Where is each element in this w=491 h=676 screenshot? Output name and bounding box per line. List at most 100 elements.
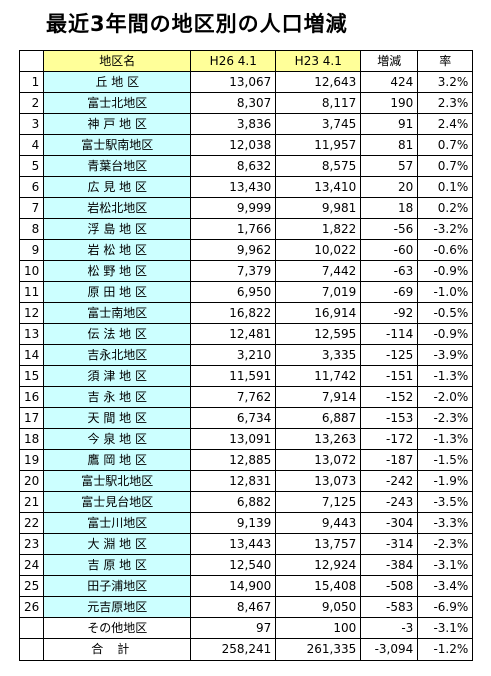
row-no: 1 [18, 71, 45, 93]
row-h26: 9,962 [190, 239, 277, 261]
table-row: 24 吉 原 地 区 12,540 12,924 -384 -3.1% [18, 554, 474, 576]
row-diff: -3 [360, 617, 419, 639]
table-row: 25 田子浦地区 14,900 15,408 -508 -3.4% [18, 575, 474, 597]
row-h23: 12,595 [275, 323, 362, 345]
row-rate: -2.3% [417, 407, 474, 429]
row-rate: -3.9% [417, 344, 474, 366]
row-h23: 9,981 [275, 197, 362, 219]
row-h23: 1,822 [275, 218, 362, 240]
row-no: 3 [18, 113, 45, 135]
row-h26: 9,999 [190, 197, 277, 219]
row-h26: 13,443 [190, 533, 277, 555]
row-diff: 81 [360, 134, 419, 156]
row-rate: 2.4% [417, 113, 474, 135]
row-rate: 0.1% [417, 176, 474, 198]
row-no: 23 [18, 533, 45, 555]
row-no: 2 [18, 92, 45, 114]
row-h26: 6,882 [190, 491, 277, 513]
row-rate: -3.2% [417, 218, 474, 240]
row-rate: 2.3% [417, 92, 474, 114]
row-h26: 16,822 [190, 302, 277, 324]
row-h26: 12,831 [190, 470, 277, 492]
header-h26: H26 4.1 [190, 50, 277, 72]
row-h26: 8,307 [190, 92, 277, 114]
row-no: 4 [18, 134, 45, 156]
row-h23: 3,335 [275, 344, 362, 366]
row-h26: 97 [190, 617, 277, 639]
row-no: 21 [18, 491, 45, 513]
row-district-name: 鷹 岡 地 区 [43, 449, 192, 471]
row-h23: 100 [275, 617, 362, 639]
row-diff: -151 [360, 365, 419, 387]
row-district-name: 天 間 地 区 [43, 407, 192, 429]
row-rate: -3.1% [417, 617, 474, 639]
table-row: 14 吉永北地区 3,210 3,335 -125 -3.9% [18, 344, 474, 366]
row-rate: -0.6% [417, 239, 474, 261]
total-row: 合計 258,241 261,335 -3,094 -1.2% [18, 638, 474, 661]
row-district-name: 吉 永 地 区 [43, 386, 192, 408]
row-diff: -63 [360, 260, 419, 282]
header-h23: H23 4.1 [275, 50, 362, 72]
row-rate: -1.0% [417, 281, 474, 303]
row-district-name: 原 田 地 区 [43, 281, 192, 303]
row-diff: 91 [360, 113, 419, 135]
row-no: 24 [18, 554, 45, 576]
table-row: 20 富士駅北地区 12,831 13,073 -242 -1.9% [18, 470, 474, 492]
header-rate: 率 [417, 50, 474, 72]
table-row: 21 富士見台地区 6,882 7,125 -243 -3.5% [18, 491, 474, 513]
table-row: 7 岩松北地区 9,999 9,981 18 0.2% [18, 197, 474, 219]
row-no [18, 617, 45, 639]
header-diff: 増減 [360, 50, 419, 72]
row-rate: -0.5% [417, 302, 474, 324]
row-district-name: 丘 地 区 [43, 71, 192, 93]
row-diff: -384 [360, 554, 419, 576]
table-row: 11 原 田 地 区 6,950 7,019 -69 -1.0% [18, 281, 474, 303]
table-row: 15 須 津 地 区 11,591 11,742 -151 -1.3% [18, 365, 474, 387]
row-diff: 18 [360, 197, 419, 219]
row-no: 25 [18, 575, 45, 597]
row-h23: 6,887 [275, 407, 362, 429]
row-diff: 424 [360, 71, 419, 93]
row-no: 26 [18, 596, 45, 618]
row-h26: 13,430 [190, 176, 277, 198]
row-rate: 3.2% [417, 71, 474, 93]
row-diff: -125 [360, 344, 419, 366]
row-no: 7 [18, 197, 45, 219]
table-row: 10 松 野 地 区 7,379 7,442 -63 -0.9% [18, 260, 474, 282]
table-row: 13 伝 法 地 区 12,481 12,595 -114 -0.9% [18, 323, 474, 345]
row-h26: 12,885 [190, 449, 277, 471]
row-rate: -1.9% [417, 470, 474, 492]
row-no: 8 [18, 218, 45, 240]
table-row: 12 富士南地区 16,822 16,914 -92 -0.5% [18, 302, 474, 324]
row-diff: -92 [360, 302, 419, 324]
row-h23: 13,757 [275, 533, 362, 555]
row-no: 20 [18, 470, 45, 492]
total-h23: 261,335 [275, 638, 362, 661]
total-no [18, 638, 45, 661]
row-h23: 8,575 [275, 155, 362, 177]
row-rate: -3.4% [417, 575, 474, 597]
row-h23: 16,914 [275, 302, 362, 324]
row-rate: -6.9% [417, 596, 474, 618]
row-diff: -242 [360, 470, 419, 492]
row-h23: 7,914 [275, 386, 362, 408]
row-no: 14 [18, 344, 45, 366]
table-row: 17 天 間 地 区 6,734 6,887 -153 -2.3% [18, 407, 474, 429]
table-row: その他地区 97 100 -3 -3.1% [18, 617, 474, 639]
row-diff: -69 [360, 281, 419, 303]
row-h23: 15,408 [275, 575, 362, 597]
row-no: 10 [18, 260, 45, 282]
row-h26: 8,632 [190, 155, 277, 177]
row-h26: 12,038 [190, 134, 277, 156]
row-h26: 6,950 [190, 281, 277, 303]
row-h23: 11,742 [275, 365, 362, 387]
total-h26: 258,241 [190, 638, 277, 661]
row-no: 12 [18, 302, 45, 324]
row-rate: -2.0% [417, 386, 474, 408]
page-title: 最近3年間の地区別の人口増減 [46, 12, 348, 36]
row-diff: -187 [360, 449, 419, 471]
row-no: 11 [18, 281, 45, 303]
row-district-name: 伝 法 地 区 [43, 323, 192, 345]
